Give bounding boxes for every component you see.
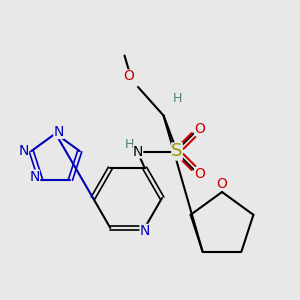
Text: N: N (29, 169, 40, 184)
Text: S: S (171, 142, 183, 160)
Text: O: O (194, 167, 205, 181)
Text: O: O (217, 176, 227, 190)
Text: O: O (124, 70, 134, 83)
Text: H: H (172, 92, 182, 106)
Text: N: N (53, 125, 64, 139)
Text: N: N (133, 145, 143, 158)
Text: H: H (124, 138, 134, 152)
Text: N: N (19, 144, 29, 158)
Text: N: N (140, 224, 150, 238)
Text: O: O (194, 122, 205, 136)
